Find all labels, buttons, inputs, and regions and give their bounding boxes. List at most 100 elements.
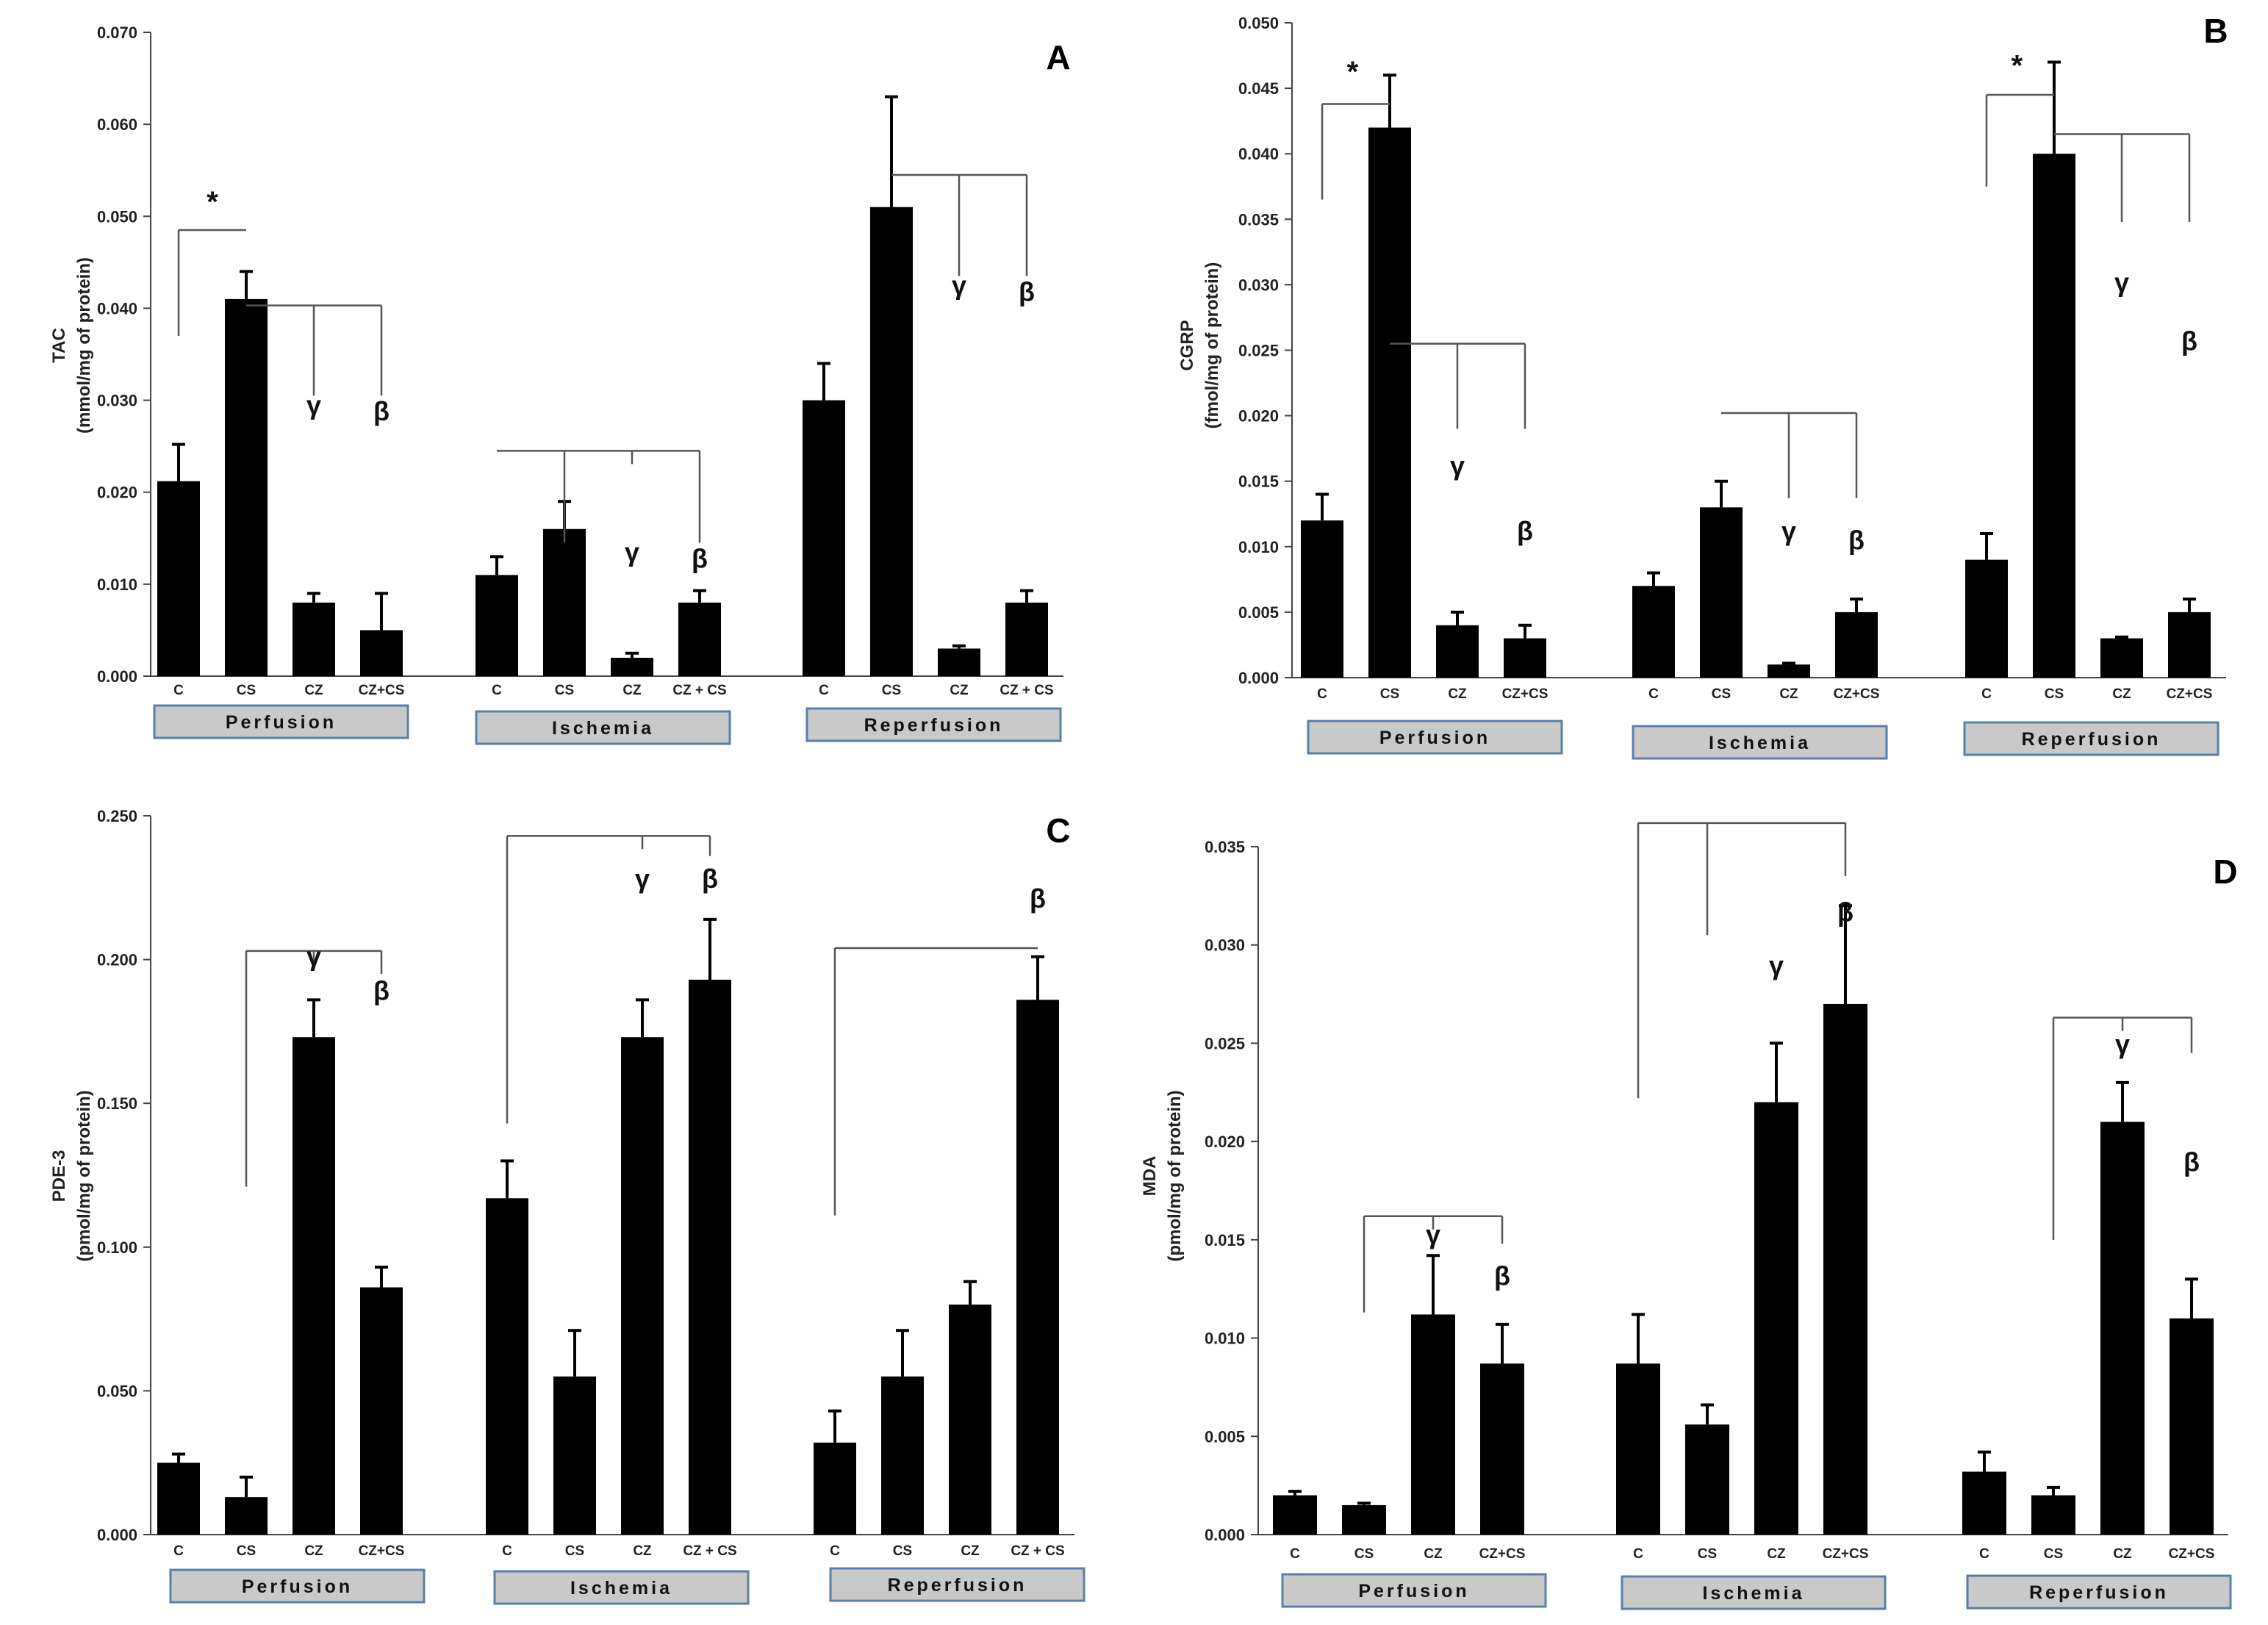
significance-label: β (1837, 897, 1853, 928)
y-tick-label: 0.040 (1238, 145, 1279, 163)
y-tick-label: 0.000 (97, 667, 137, 686)
significance-label: γ (625, 537, 639, 567)
group-label: Reperfusion (864, 715, 1004, 736)
y-tick-label: 0.035 (1238, 210, 1279, 229)
bar (2100, 638, 2143, 678)
category-label: CS (893, 1543, 912, 1559)
y-tick-label: 0.000 (1238, 669, 1279, 687)
bar (1016, 1000, 1059, 1535)
group-label: Perfusion (242, 1576, 353, 1597)
significance-label: β (1494, 1260, 1510, 1291)
panel-letter: A (1046, 38, 1070, 76)
bar (157, 1463, 200, 1535)
group-label-box (805, 707, 1062, 742)
bar (881, 1376, 924, 1535)
category-label: CZ (2112, 686, 2131, 702)
y-tick-label: 0.020 (97, 484, 137, 502)
category-label: CZ + CS (683, 1543, 736, 1559)
y-tick-label: 0.030 (97, 392, 137, 410)
y-tick-label: 0.020 (1238, 407, 1279, 426)
y-axis-label-line: (pmol/mg of protein) (74, 1090, 94, 1261)
y-tick-label: 0.070 (97, 24, 137, 42)
y-tick-label: 0.150 (97, 1094, 137, 1113)
bar (2170, 1318, 2214, 1535)
significance-label: γ (1781, 516, 1796, 546)
category-label: C (1981, 686, 1992, 702)
group-label-box (1281, 1573, 1547, 1608)
bar (360, 630, 403, 676)
category-label: CZ + CS (1000, 683, 1053, 698)
y-tick-label: 0.005 (1238, 603, 1279, 622)
bar (1768, 664, 1810, 678)
panel-b: 0.000 0.005 0.010 0.015 0.020 0.025 0.030 0.035… (1177, 12, 2228, 760)
category-label: CS (2045, 686, 2064, 702)
y-tick-label: 0.010 (97, 575, 137, 594)
bar (1616, 1363, 1660, 1535)
significance-label: * (1347, 56, 1359, 88)
category-label: C (1317, 686, 1327, 702)
bar (476, 575, 518, 676)
category-label: CS (1354, 1546, 1374, 1562)
bar (553, 1376, 596, 1535)
y-axis-label: PDE-3 (pmol/mg of protein) (49, 1090, 94, 1261)
group-label-box (493, 1570, 750, 1605)
bar (1273, 1495, 1317, 1535)
y-axis-label-line: MDA (1140, 1156, 1160, 1197)
significance-label: γ (1769, 950, 1784, 980)
y-axis-label-line: (pmol/mg of protein) (1165, 1090, 1185, 1261)
y-tick-label: 0.050 (97, 1382, 137, 1400)
significance-label: β (702, 864, 718, 894)
significance-label: β (692, 543, 708, 573)
y-tick-label: 0.030 (1205, 936, 1245, 955)
category-label: C (830, 1543, 840, 1559)
group-label-box (1966, 1574, 2232, 1610)
category-label: CZ (304, 1543, 323, 1559)
group-label: Reperfusion (888, 1575, 1027, 1596)
category-label: CS (237, 1543, 256, 1559)
bar (678, 602, 721, 676)
category-label: CZ + CS (1011, 1543, 1064, 1559)
y-axis-label: MDA (pmol/mg of protein) (1140, 1090, 1185, 1261)
bar (689, 979, 731, 1535)
y-tick-label: 0.100 (97, 1238, 137, 1257)
bar (949, 1305, 991, 1535)
bar (1965, 559, 2008, 678)
bar (360, 1287, 403, 1535)
category-label: CS (1712, 686, 1731, 702)
category-label: CS (1380, 686, 1399, 702)
panel-d: 0.000 0.005 0.010 0.015 0.020 0.025 0.030 0.035… (1140, 822, 2238, 1610)
y-axis-label: CGRP (fmol/mg of protein) (1177, 262, 1222, 429)
y-tick-label: 0.000 (1205, 1526, 1245, 1544)
significance-label: β (1517, 516, 1533, 546)
y-tick-label: 0.045 (1238, 79, 1279, 98)
bar (1504, 638, 1546, 678)
significance-label: * (207, 186, 218, 218)
bar (1436, 625, 1479, 678)
bar (486, 1198, 528, 1535)
significance-label: γ (306, 390, 321, 420)
y-tick-label: 0.025 (1238, 342, 1279, 360)
bar (870, 207, 913, 676)
group-label-box (829, 1567, 1085, 1602)
category-label: CZ+CS (1823, 1546, 1869, 1562)
panel-a: 0.000 0.010 0.020 0.030 0.040 0.050 0.060 0.070… (49, 24, 1071, 745)
category-label: CZ (1767, 1546, 1786, 1562)
category-label: C (1979, 1546, 1989, 1562)
category-label: C (1648, 686, 1659, 702)
category-label: CZ+CS (1502, 686, 1549, 702)
significance-label: γ (635, 864, 650, 894)
bar (1342, 1504, 1386, 1535)
bar (1754, 1102, 1798, 1535)
panel-letter: B (2203, 12, 2228, 50)
significance-label: γ (2115, 1029, 2130, 1059)
group-label: Perfusion (226, 712, 337, 733)
bar (611, 657, 653, 676)
category-label: CS (555, 683, 574, 698)
significance-label: γ (306, 941, 321, 971)
category-label: CZ (961, 1543, 980, 1559)
category-label: CZ+CS (1834, 686, 1880, 702)
bar (2031, 1495, 2075, 1535)
y-tick-label: 0.015 (1205, 1231, 1245, 1249)
bar (814, 1442, 856, 1535)
